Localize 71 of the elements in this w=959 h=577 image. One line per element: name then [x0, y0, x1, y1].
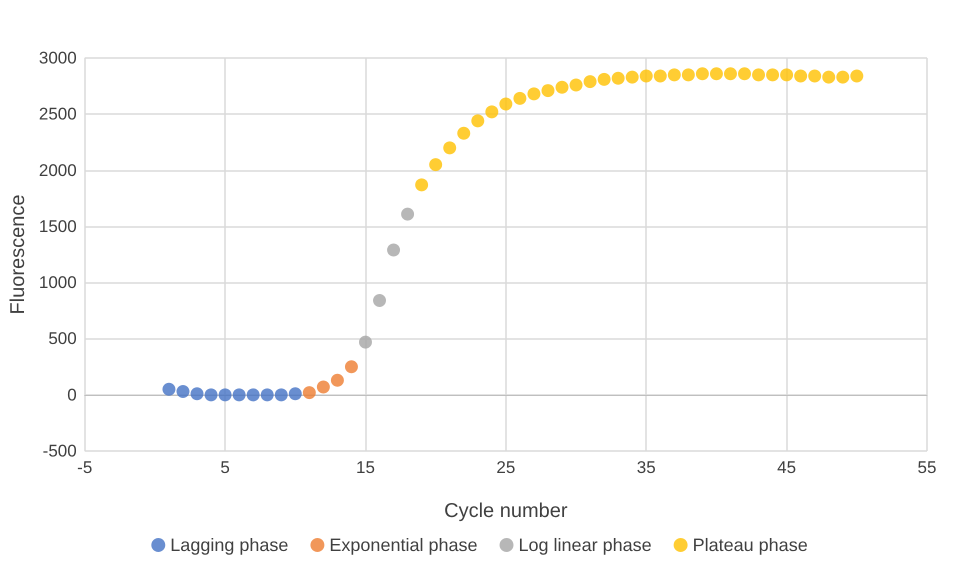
point — [401, 208, 414, 221]
x-tick-label: 5 — [220, 458, 230, 477]
y-tick-label: 2500 — [38, 104, 77, 124]
point — [668, 68, 681, 82]
point — [373, 294, 386, 308]
point — [218, 388, 232, 402]
x-tick-label: 25 — [496, 458, 516, 477]
point — [513, 92, 526, 105]
point — [429, 158, 442, 172]
point — [330, 374, 344, 387]
point — [457, 126, 470, 140]
point — [836, 70, 850, 84]
legend-label: Plateau phase — [692, 535, 808, 555]
point — [541, 84, 554, 98]
x-tick-label: 55 — [918, 458, 936, 477]
point — [682, 68, 695, 82]
x-tick-label: 15 — [356, 458, 375, 477]
point — [780, 68, 794, 82]
y-tick-label: -500 — [42, 442, 77, 460]
point — [527, 87, 540, 100]
point — [232, 388, 246, 402]
point — [358, 336, 372, 349]
y-tick-label: 2000 — [38, 160, 77, 180]
y-tick-label: 500 — [48, 329, 77, 348]
point — [626, 70, 639, 84]
legend-label: Exponential phase — [329, 535, 478, 555]
point — [288, 387, 302, 400]
point — [710, 67, 723, 80]
y-tick-label: 0 — [67, 385, 77, 404]
point — [316, 380, 330, 394]
point — [850, 69, 864, 82]
y-tick-label: 3000 — [38, 48, 77, 68]
y-tick-label: 1000 — [38, 273, 77, 292]
point — [471, 114, 484, 128]
point — [584, 75, 597, 88]
point — [794, 69, 808, 82]
point — [415, 178, 428, 192]
point — [246, 388, 260, 402]
point — [190, 387, 204, 400]
point — [387, 244, 400, 257]
point — [443, 141, 456, 154]
point — [696, 67, 709, 80]
point — [499, 98, 512, 111]
point — [808, 69, 822, 82]
x-tick-label: -5 — [77, 458, 92, 477]
legend-label: Lagging phase — [170, 535, 288, 555]
y-axis-title: Fluorescence — [7, 194, 29, 315]
point — [752, 68, 766, 82]
x-tick-label: 45 — [777, 458, 796, 477]
x-axis-title: Cycle number — [444, 500, 568, 522]
point — [302, 386, 316, 400]
point — [204, 388, 218, 402]
point — [344, 360, 358, 374]
point — [640, 69, 653, 82]
point — [260, 388, 274, 402]
point — [738, 67, 752, 80]
point — [162, 382, 176, 396]
point — [654, 69, 667, 82]
point — [485, 105, 498, 118]
point — [598, 72, 611, 86]
point — [556, 80, 569, 94]
point — [274, 388, 288, 402]
y-tick-label: 1500 — [38, 216, 77, 236]
point — [724, 67, 737, 80]
point — [822, 70, 836, 84]
x-tick-label: 35 — [636, 458, 656, 477]
point — [612, 72, 625, 85]
point — [766, 68, 780, 82]
point — [570, 78, 583, 92]
legend-label: Log linear phase — [518, 535, 652, 555]
point — [176, 384, 190, 398]
